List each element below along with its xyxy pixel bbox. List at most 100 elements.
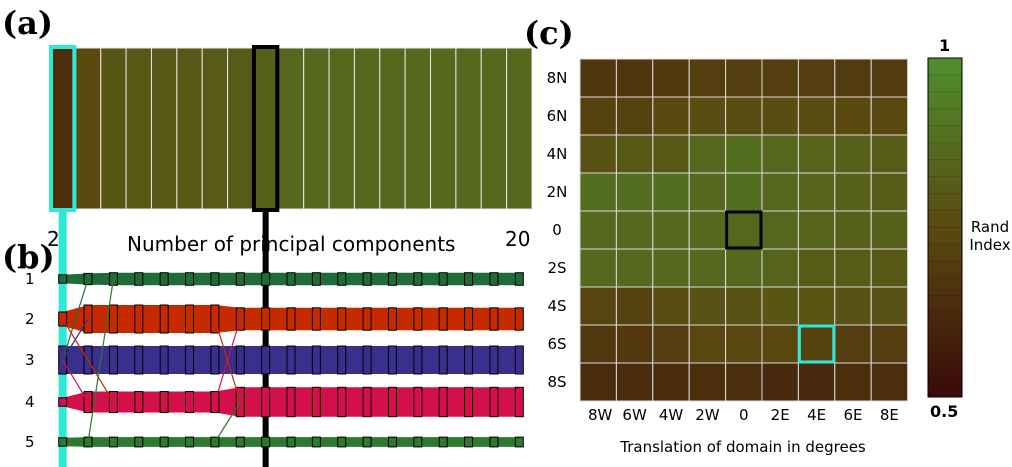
panel-b-node [464, 436, 474, 448]
panel-b-node [134, 304, 144, 334]
panel-b-node [489, 386, 499, 418]
panel-b-node [235, 272, 245, 286]
panel-b-node [387, 307, 397, 331]
panel-b-node [337, 436, 347, 448]
panel-b-node [387, 272, 397, 286]
panel-b-flow [87, 278, 115, 443]
panel-b-node [362, 436, 372, 448]
panel-c-x-tick: 8W [588, 406, 613, 424]
panel-b-node [159, 304, 169, 334]
panel-c-cell [652, 248, 690, 288]
panel-c-cell [834, 286, 872, 326]
panel-b-row-label: 3 [25, 351, 35, 369]
panel-b-node [464, 345, 474, 375]
panel-a-cell [176, 47, 203, 210]
panel-a-cell [379, 47, 406, 210]
panel-c-cell [579, 362, 617, 402]
panel-b-node [311, 436, 321, 448]
panel-b-node [337, 345, 347, 375]
panel-c-cell [688, 58, 727, 98]
panel-c-cell [725, 96, 763, 136]
panel-b-node [235, 436, 245, 448]
panel-b-node [413, 272, 423, 286]
panel-b-node [185, 391, 195, 413]
panel-b-cluster-alluvial: 1 2 3 4 5 [25, 211, 524, 467]
panel-a-tick-last: 20 [505, 227, 530, 251]
panel-a-cell [201, 47, 229, 210]
panel-c-y-tick: 8S [547, 373, 566, 391]
panel-b-node [261, 272, 271, 286]
panel-b-flow [214, 318, 241, 403]
panel-c-cell [870, 324, 909, 364]
panel-c-cell [761, 362, 799, 402]
colorbar-gradient [927, 57, 963, 398]
panel-c-cell [652, 58, 690, 98]
panel-b-node [134, 345, 144, 375]
panel-c-cell [579, 286, 617, 326]
panel-c-cell [725, 324, 763, 364]
panel-b-node [210, 272, 220, 286]
panel-c-cell [615, 248, 654, 288]
panel-a-cell [100, 47, 127, 210]
panel-c-cell [688, 134, 727, 174]
panel-b-node [58, 437, 68, 447]
panel-c-cell [870, 134, 909, 174]
panel-b-node [337, 386, 347, 418]
panel-b-node [438, 436, 448, 448]
panel-c-cell [652, 96, 690, 136]
panel-b-node [108, 345, 118, 375]
panel-c-x-tick: 8E [880, 406, 899, 424]
panel-b-node [438, 386, 448, 418]
panel-c-x-tick: 6E [843, 406, 862, 424]
panel-c-cell [615, 134, 654, 174]
panel-c-cell [870, 96, 909, 136]
panel-b-node [286, 345, 296, 375]
panel-b-node [261, 436, 271, 448]
panel-b-node [489, 272, 499, 286]
panel-c-cell [688, 362, 727, 402]
panel-b-node [514, 436, 524, 448]
panel-b-node [387, 345, 397, 375]
panel-c-y-tick: 6S [547, 335, 566, 353]
panel-c-cell [870, 362, 909, 402]
panel-c-highlight-cyan [797, 324, 836, 364]
panel-c-cell [579, 248, 617, 288]
panel-c-y-tick: 0 [552, 221, 562, 239]
panel-c-cell [797, 58, 836, 98]
panel-c-cell [761, 58, 799, 98]
panel-a-cell [277, 47, 305, 210]
panel-c-cell [652, 362, 690, 402]
panel-b-node [387, 386, 397, 418]
panel-a-cell [353, 47, 381, 210]
panel-b-node [108, 436, 118, 448]
rand-index-colorbar: 1 0.5 Rand Index [927, 36, 1011, 421]
panel-b-node [489, 436, 499, 448]
panel-c-cell [615, 210, 654, 250]
panel-c-cell [615, 286, 654, 326]
panel-c-cell [797, 286, 836, 326]
panel-b-node [362, 307, 372, 331]
panel-b-node [438, 272, 448, 286]
panel-c-cell [615, 324, 654, 364]
panel-b-node [362, 272, 372, 286]
panel-c-cell [761, 324, 799, 364]
panel-b-node [438, 345, 448, 375]
panel-c-cell [870, 172, 909, 212]
panel-b-node [387, 436, 397, 448]
panel-c-highlight-black [725, 210, 763, 250]
panel-c-cell [797, 248, 836, 288]
panel-c-cell [761, 134, 799, 174]
panel-b-node [134, 272, 144, 286]
panel-a-cell [125, 47, 152, 210]
panel-c-cell [652, 210, 690, 250]
panel-b-node [159, 391, 169, 413]
panel-b-flow [62, 278, 89, 361]
panel-b-node [235, 345, 245, 375]
panel-c-cell [761, 172, 799, 212]
panel-c-cell [834, 172, 872, 212]
panel-b-node [185, 436, 195, 448]
panel-b-node [413, 386, 423, 418]
panel-a-cell [328, 47, 355, 210]
panel-c-cell [615, 362, 654, 402]
panel-a-cell [49, 47, 76, 210]
